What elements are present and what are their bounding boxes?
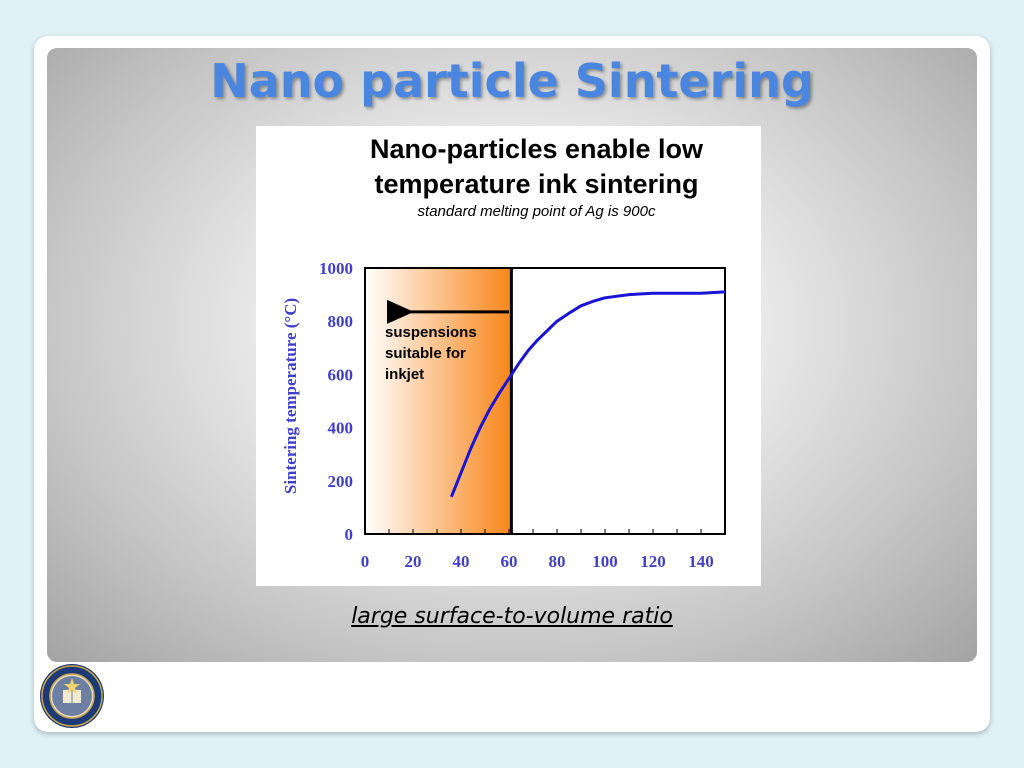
- x-tick-label: 120: [640, 552, 666, 571]
- annotation-text: inkjet: [385, 366, 424, 383]
- x-tick-label: 60: [501, 552, 518, 571]
- chart-figure: Nano-particles enable low temperature in…: [256, 126, 761, 586]
- x-tick-label: 80: [549, 552, 566, 571]
- chart-title: Nano-particles enable low temperature in…: [369, 134, 704, 199]
- x-tick-label: 140: [688, 552, 714, 571]
- annotation-text: suitable for: [385, 345, 466, 362]
- university-seal-icon: [40, 664, 104, 728]
- annotation-text: suspensions: [385, 324, 477, 341]
- y-tick-label: 0: [345, 525, 354, 544]
- y-tick-label: 800: [328, 312, 354, 331]
- plot-frame: [364, 267, 726, 535]
- chart-plot: 0 20 40 60 80 100 120 140 0 200 400 600 800 1000 Sinte…: [281, 259, 726, 571]
- x-tick-label: 100: [592, 552, 618, 571]
- y-tick-label: 400: [328, 419, 354, 438]
- slide-title: Nano particle Sintering: [210, 54, 814, 108]
- highlight-region: [365, 268, 512, 534]
- y-tick-label: 600: [328, 365, 354, 384]
- y-axis-label: Sintering temperature (°C): [281, 298, 300, 494]
- x-tick-label: 0: [361, 552, 370, 571]
- series-line: [450, 290, 726, 498]
- slide-caption: large surface-to-volume ratio: [351, 604, 673, 629]
- x-tick-label: 20: [405, 552, 422, 571]
- y-tick-label: 1000: [319, 259, 353, 278]
- chart-subtitle: standard melting point of Ag is 900c: [417, 203, 656, 220]
- x-tick-label: 40: [453, 552, 470, 571]
- y-tick-label: 200: [328, 472, 354, 491]
